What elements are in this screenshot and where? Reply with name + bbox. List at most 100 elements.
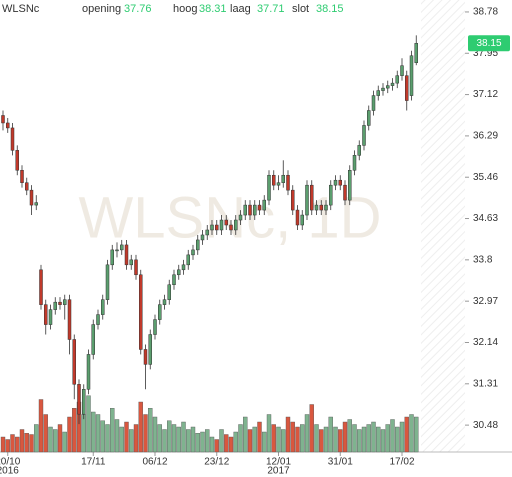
candle-body (44, 304, 48, 325)
candle-body (63, 299, 67, 305)
volume-bar (81, 414, 86, 453)
volume-bar (224, 434, 229, 453)
y-tick-label: 37.95 (473, 48, 498, 59)
candle-body (39, 269, 43, 305)
volume-bar (15, 436, 20, 453)
candle-body (338, 179, 342, 186)
candle-body (229, 224, 233, 231)
volume-bar (133, 424, 139, 453)
volume-bar (157, 424, 162, 453)
candle-body (390, 82, 395, 86)
candle-body (196, 239, 200, 251)
candle-body (153, 319, 157, 335)
candle-body (101, 299, 105, 315)
volume-bar (243, 416, 248, 453)
candle-body (205, 229, 209, 236)
candle-body (371, 95, 376, 111)
volume-bar (281, 429, 286, 453)
last-price-tag (468, 35, 510, 52)
volume-bar (266, 414, 272, 453)
candle-body (105, 264, 110, 300)
volume-bar (105, 424, 110, 453)
candle-body (276, 182, 281, 186)
volume-bar (414, 416, 419, 453)
candle-body (291, 189, 295, 211)
volume-bar (162, 429, 167, 453)
high-label: hoog (173, 3, 197, 15)
y-tick-label: 32.14 (473, 337, 498, 348)
candle-body (376, 90, 380, 96)
volume-bar (167, 420, 172, 453)
x-tick-label: 31/01 (328, 457, 353, 468)
volume-bar (48, 426, 53, 453)
candle-body (162, 299, 167, 305)
volume-bar (100, 420, 105, 453)
volume-bar (143, 414, 148, 453)
last-price-label: 38.15 (476, 38, 501, 49)
x-year-label: 2017 (267, 466, 290, 477)
watermark: WLSNc, 1D (79, 185, 382, 250)
volume-bar (395, 426, 400, 453)
candle-body (248, 204, 252, 216)
candle-body (324, 204, 328, 211)
candle-body (272, 174, 276, 186)
volume-bar (67, 416, 72, 453)
volume-bar (29, 434, 34, 453)
volume-bar (342, 421, 348, 453)
candle-body (409, 55, 414, 96)
candle-body (300, 214, 304, 226)
candle-body (329, 184, 333, 206)
volume-bar (247, 429, 253, 453)
x-tick-label: 20/10 (0, 457, 21, 468)
volume-bar (10, 434, 15, 453)
volume-bar (62, 431, 67, 453)
volume-bar (228, 436, 234, 453)
candle-body (219, 219, 224, 231)
volume-bar (271, 424, 276, 453)
volume-bar (366, 424, 371, 453)
future-area (421, 0, 465, 452)
volume-bar (124, 421, 129, 453)
candle-body (400, 65, 404, 76)
candle-body (77, 384, 81, 415)
close-value: 38.15 (316, 3, 344, 15)
open-label: opening (82, 3, 121, 15)
candle-body (167, 284, 171, 300)
candle-body (6, 122, 10, 129)
candle-body (96, 314, 100, 325)
y-tick-label: 33.8 (473, 254, 493, 265)
volume-bar (0, 436, 6, 453)
open-value: 37.76 (124, 3, 152, 15)
candle-body (267, 174, 271, 201)
volume-bar (214, 439, 219, 453)
volume-bar (371, 421, 376, 453)
volume-bar (309, 404, 314, 453)
candle-body (129, 259, 133, 266)
candle-body (381, 87, 385, 91)
volume-bar (304, 414, 310, 453)
candle-body (281, 174, 285, 183)
candle-body (343, 184, 347, 201)
volume-bar (186, 429, 191, 453)
volume-bar (252, 426, 257, 453)
volume-bar (86, 395, 91, 453)
candle-body (414, 43, 418, 63)
volume-bar (195, 433, 200, 453)
candle-body (357, 145, 361, 156)
volume-bar (276, 426, 281, 453)
volume-bar (181, 421, 186, 453)
volume-bar (257, 421, 262, 453)
volume-bar (328, 416, 333, 453)
volume-bar (53, 429, 58, 453)
candle-body (319, 204, 323, 211)
volume-bar (361, 426, 367, 453)
volume-bar (338, 429, 343, 453)
candle-body (286, 174, 290, 191)
y-tick-label: 37.12 (473, 89, 498, 100)
candle-body (257, 204, 262, 211)
candle-body (134, 259, 138, 276)
low-label: laag (230, 3, 251, 15)
y-tick-label: 31.31 (473, 378, 498, 389)
candle-body (172, 274, 176, 285)
